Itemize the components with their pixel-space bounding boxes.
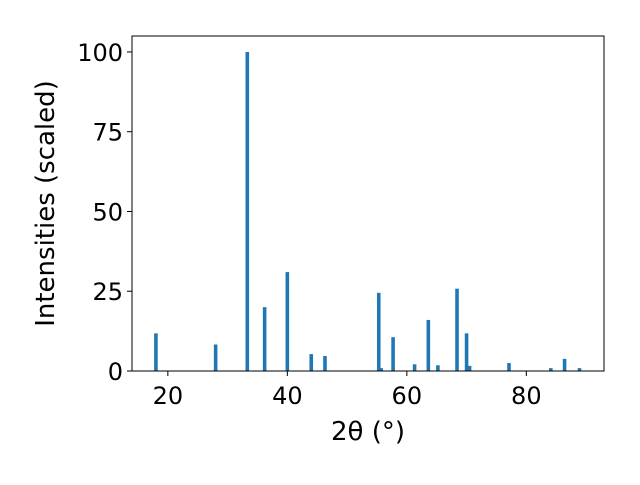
bar: [213, 344, 218, 371]
bar: [455, 288, 459, 371]
bar: [412, 364, 417, 371]
x-tick-label: 60: [392, 382, 423, 410]
y-axis-ticks: 0 25 50 75 100: [77, 39, 132, 386]
bar: [507, 363, 511, 371]
bar: [376, 292, 381, 371]
bar: [467, 365, 472, 371]
bar: [391, 337, 395, 371]
x-axis-ticks: 20 40 60 80: [153, 371, 542, 410]
x-tick-label: 80: [511, 382, 542, 410]
x-tick-label: 40: [272, 382, 303, 410]
y-tick-label: 100: [77, 39, 123, 67]
x-axis-label: 2θ (°): [331, 417, 405, 447]
bar: [245, 51, 250, 371]
plot-frame: [131, 35, 605, 372]
bar: [323, 356, 327, 371]
x-tick-label: 20: [153, 382, 184, 410]
y-axis-label: Intensities (scaled): [31, 80, 61, 327]
bar: [562, 358, 567, 371]
bar: [426, 319, 431, 371]
bar: [549, 368, 553, 371]
bar: [309, 354, 314, 371]
bar: [464, 333, 469, 371]
y-tick-label: 25: [92, 278, 123, 306]
bar: [262, 307, 267, 371]
bar: [154, 333, 158, 371]
y-tick-label: 75: [92, 119, 123, 147]
bar: [577, 368, 582, 371]
y-tick-label: 50: [92, 198, 123, 226]
bars-layer: [154, 51, 582, 371]
bar: [436, 365, 440, 371]
y-tick-label: 0: [108, 358, 123, 386]
bar: [285, 272, 290, 371]
bar: [379, 368, 383, 371]
